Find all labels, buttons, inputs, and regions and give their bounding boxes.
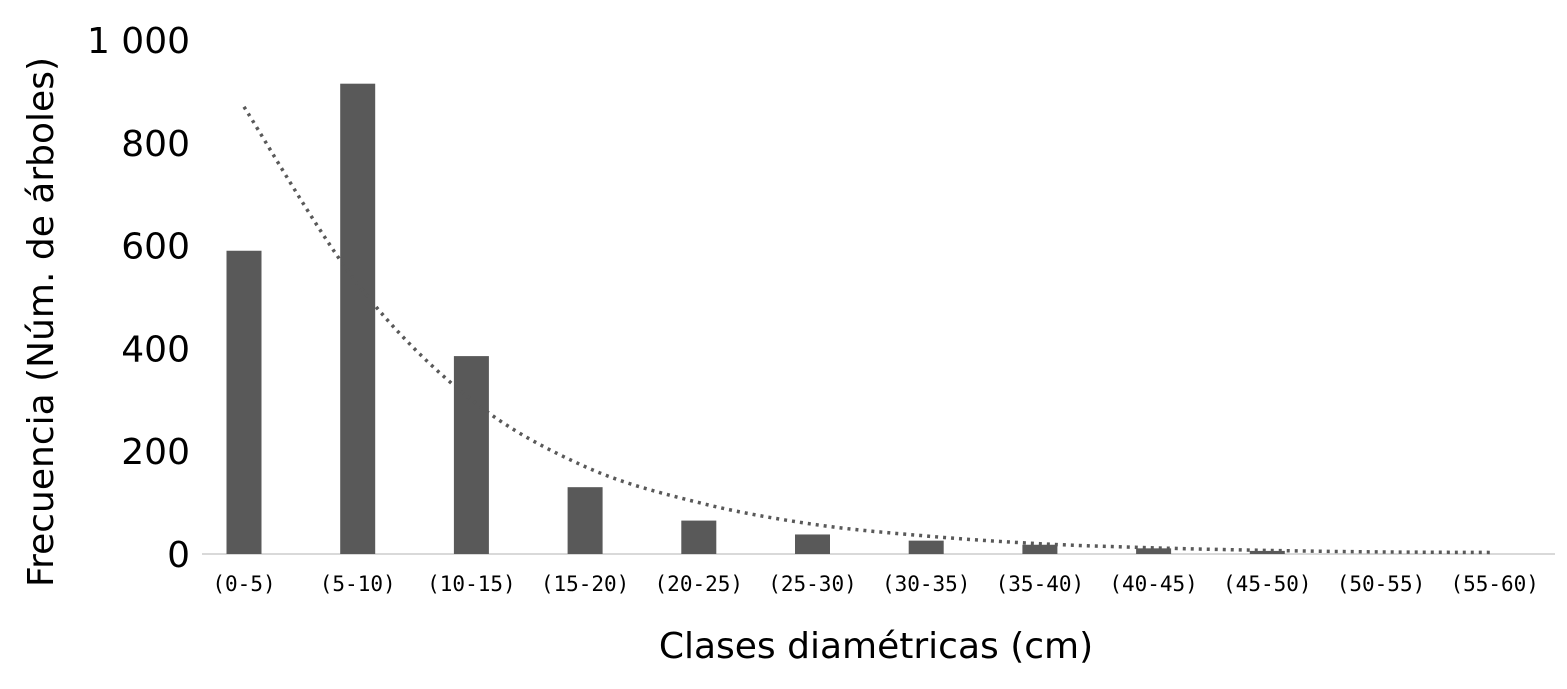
bar [226,250,262,555]
x-tick-label: (30-35) [882,572,971,596]
x-tick-label: (40-45) [1109,572,1198,596]
x-tick-label: (50-55) [1337,572,1426,596]
y-axis-title: Frecuencia (Núm. de árboles) [21,57,62,587]
x-tick-label: (35-40) [996,572,1085,596]
bar [567,487,603,554]
x-tick-label: (45-50) [1223,572,1312,596]
x-axis-ticks: (0-5) (5-10) (10-15) (15-20) (20-25) (25-30) (… [212,572,1539,596]
y-tick-label: 1 000 [87,21,190,62]
bar [1022,544,1058,554]
bar [908,540,944,554]
x-tick-label: (25-30) [768,572,857,596]
x-tick-label: (0-5) [212,572,275,596]
y-tick-label: 200 [121,432,190,473]
y-tick-label: 0 [167,535,190,576]
y-axis-ticks: 0 200 400 600 800 1 000 [87,21,190,576]
x-tick-label: (55-60) [1450,572,1539,596]
bars [226,83,1285,555]
bar [795,534,830,554]
x-tick-label: (10-15) [427,572,516,596]
bar [681,520,717,554]
y-tick-label: 800 [121,124,190,165]
x-tick-label: (15-20) [541,572,630,596]
bar [1136,548,1172,554]
bar [1249,550,1285,554]
y-tick-label: 600 [121,227,190,268]
bar [453,356,489,554]
bar [340,83,376,554]
trendline [242,105,1495,555]
x-tick-label: (20-25) [655,572,744,596]
x-tick-label: (5-10) [320,572,396,596]
y-tick-label: 400 [121,329,190,370]
x-axis-title: Clases diamétricas (cm) [659,626,1093,667]
